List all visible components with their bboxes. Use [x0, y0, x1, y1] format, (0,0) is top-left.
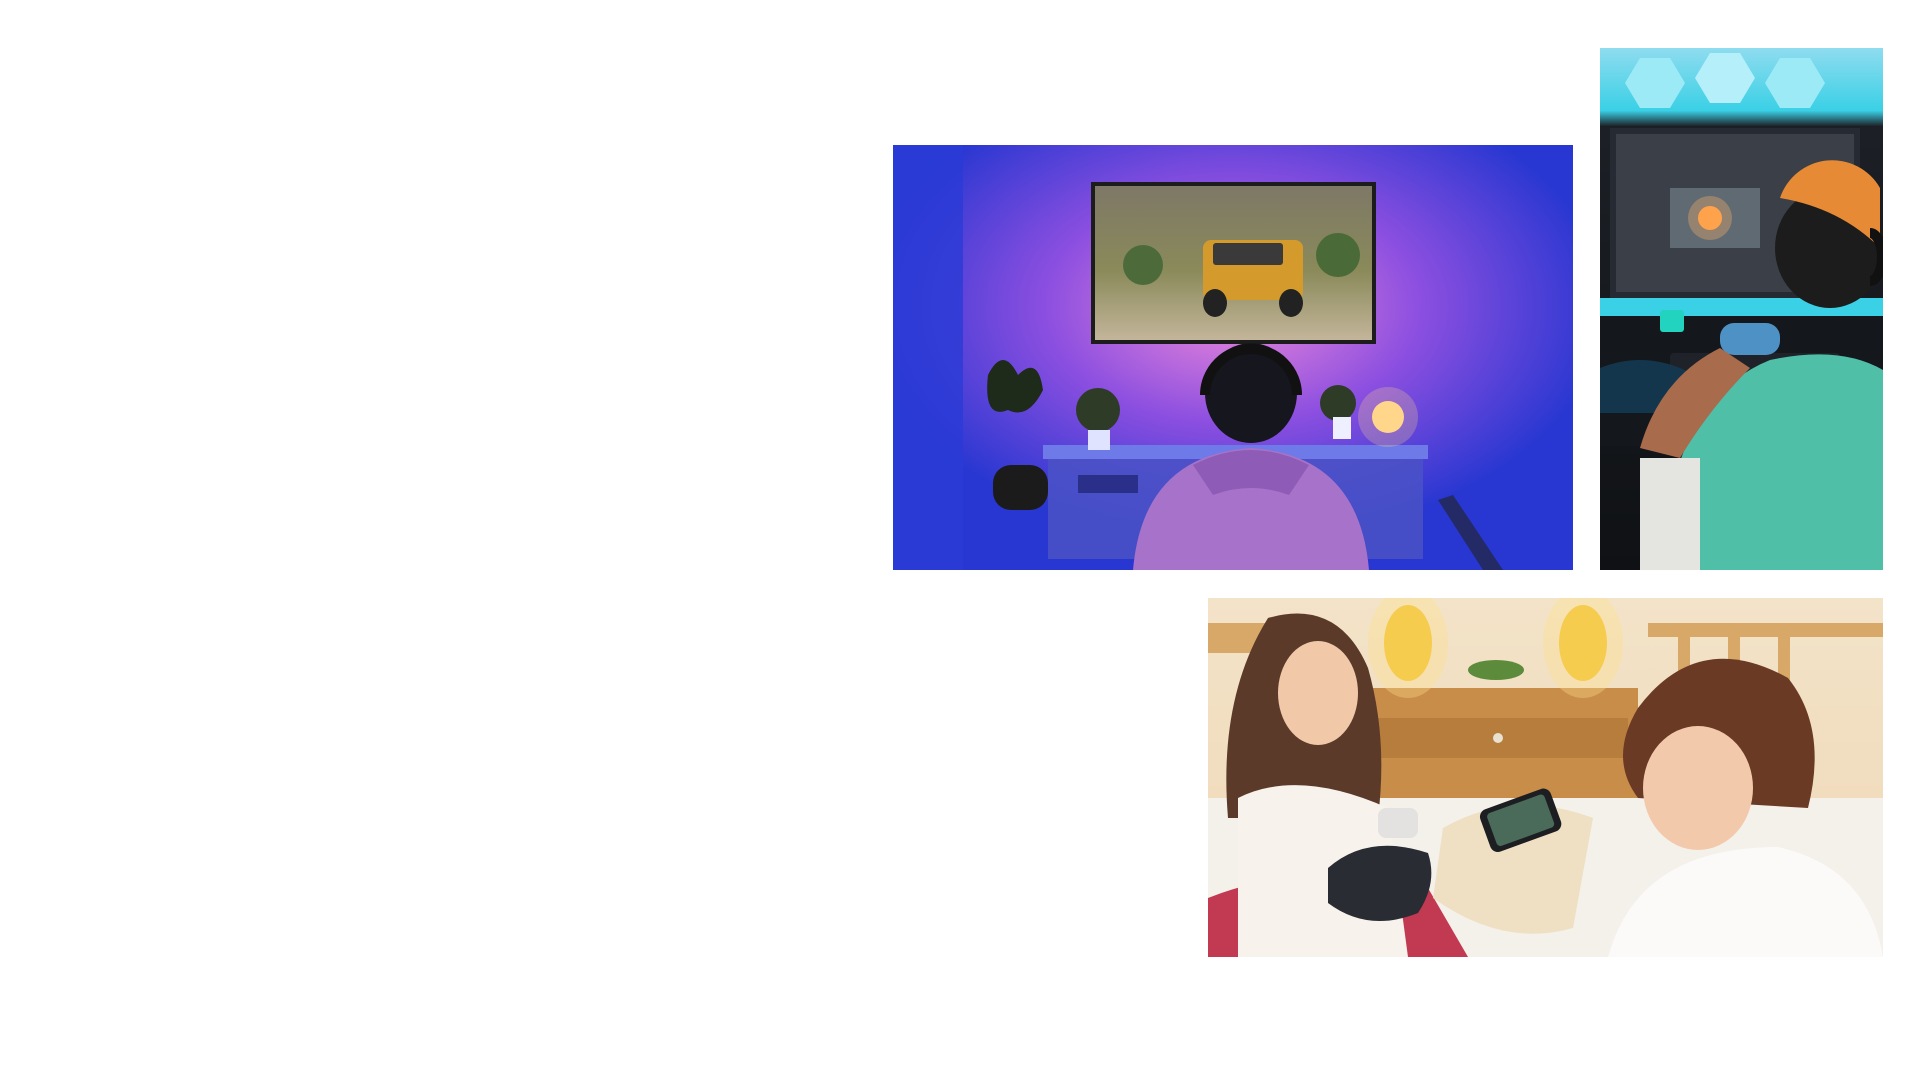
mobile-cloud-gaming-photo-icon — [1208, 598, 1883, 957]
console-tv-gaming-photo-icon — [893, 145, 1573, 570]
photo-pc-desk — [1600, 48, 1883, 570]
red-truck-icon — [10, 310, 230, 445]
yellow-truck-icon — [473, 225, 815, 451]
photo-living-room — [893, 145, 1573, 570]
photo-bedroom — [1208, 598, 1883, 957]
hero-game-image — [0, 0, 900, 900]
racing-game-scene-icon — [0, 0, 900, 900]
pc-gaming-desk-photo-icon — [1600, 48, 1883, 570]
